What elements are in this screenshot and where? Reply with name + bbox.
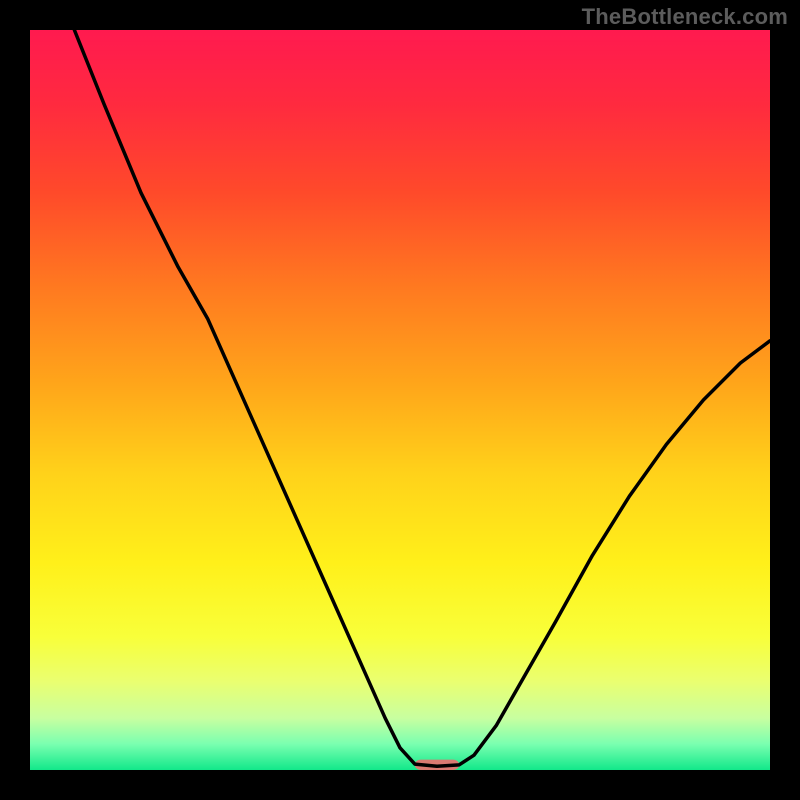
chart-frame: TheBottleneck.com — [0, 0, 800, 800]
plot-background-gradient — [30, 30, 770, 770]
bottleneck-chart — [0, 0, 800, 800]
attribution-text: TheBottleneck.com — [582, 4, 788, 30]
